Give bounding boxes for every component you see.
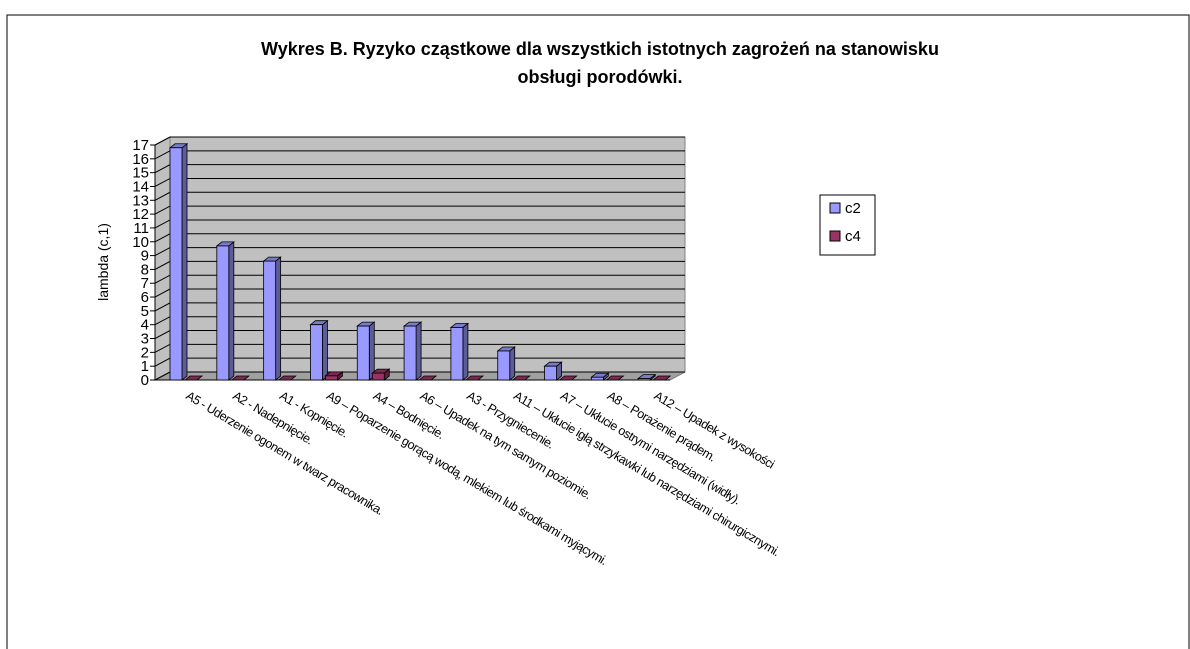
bar <box>169 147 183 381</box>
y-tick-label: 8 <box>141 261 149 278</box>
bar-side <box>368 321 375 381</box>
legend-swatch <box>829 230 841 242</box>
legend-swatch <box>829 202 841 214</box>
bar <box>263 260 277 381</box>
bar <box>497 350 511 381</box>
back-wall <box>169 136 686 373</box>
bar-top <box>417 375 438 381</box>
y-tick-label: 4 <box>141 317 149 334</box>
bar <box>637 378 651 381</box>
bar-side <box>275 256 282 381</box>
grid-line <box>154 136 685 146</box>
chart-title: Wykres B. Ryzyko cząstkowe dla wszystkic… <box>261 39 939 59</box>
legend-label: c2 <box>845 200 861 217</box>
side-wall <box>154 136 171 381</box>
y-tick-label: 9 <box>141 248 149 265</box>
bar <box>325 375 338 381</box>
bar-side <box>415 321 422 381</box>
bar-top <box>511 375 531 381</box>
chart-subtitle: obsługi porodówki. <box>518 67 683 87</box>
y-tick-label: 2 <box>141 344 149 361</box>
bar <box>450 327 464 381</box>
bar <box>371 372 385 381</box>
y-tick-label: 5 <box>141 303 149 320</box>
y-tick-label: 1 <box>141 358 149 375</box>
y-tick-label: 13 <box>132 192 149 209</box>
y-tick-label: 7 <box>141 275 149 292</box>
y-tick-label: 16 <box>132 151 149 168</box>
y-tick-label: 0 <box>141 372 149 389</box>
y-tick-label: 3 <box>141 331 149 348</box>
legend <box>819 194 876 256</box>
bar-side <box>322 319 328 381</box>
bar <box>544 365 557 381</box>
legend-label: c4 <box>845 228 861 245</box>
bar-side <box>228 241 235 381</box>
y-tick-label: 15 <box>132 165 149 182</box>
bar-top <box>230 375 250 381</box>
y-tick-label: 11 <box>133 220 149 237</box>
bar-top <box>464 375 485 381</box>
bar-top <box>558 375 578 381</box>
bar-top <box>605 375 625 381</box>
bar-top <box>277 375 297 381</box>
bar <box>356 325 370 381</box>
bar-side <box>509 346 516 381</box>
bar-top <box>652 375 672 381</box>
y-axis-label: lambda (c,1) <box>95 223 111 301</box>
bar-side <box>181 142 188 381</box>
y-tick-label: 10 <box>132 234 149 251</box>
bar-side <box>462 322 469 381</box>
y-tick-label: 6 <box>141 289 149 306</box>
bar <box>590 376 604 381</box>
bar-top <box>183 375 204 381</box>
bar <box>310 324 323 381</box>
bar <box>403 325 417 381</box>
bar <box>216 245 230 381</box>
y-tick-label: 14 <box>132 178 149 195</box>
y-tick-label: 12 <box>132 206 149 223</box>
y-tick-label: 17 <box>132 137 149 154</box>
